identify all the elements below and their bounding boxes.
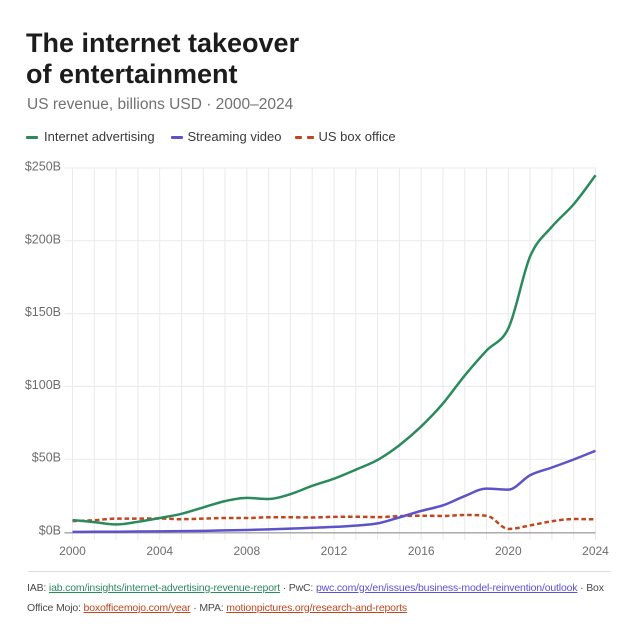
svg-text:2024: 2024 (582, 544, 609, 558)
svg-text:$100B: $100B (25, 378, 61, 392)
svg-text:2012: 2012 (321, 544, 348, 558)
svg-text:$250B: $250B (25, 160, 61, 174)
svg-text:2008: 2008 (233, 544, 260, 558)
svg-text:2004: 2004 (146, 544, 173, 558)
svg-text:$150B: $150B (25, 305, 61, 319)
svg-text:2000: 2000 (59, 544, 86, 558)
svg-text:2020: 2020 (495, 544, 522, 558)
svg-text:$200B: $200B (25, 232, 61, 246)
svg-text:2016: 2016 (408, 544, 435, 558)
svg-text:$50B: $50B (32, 451, 61, 465)
svg-text:$0B: $0B (39, 524, 61, 538)
